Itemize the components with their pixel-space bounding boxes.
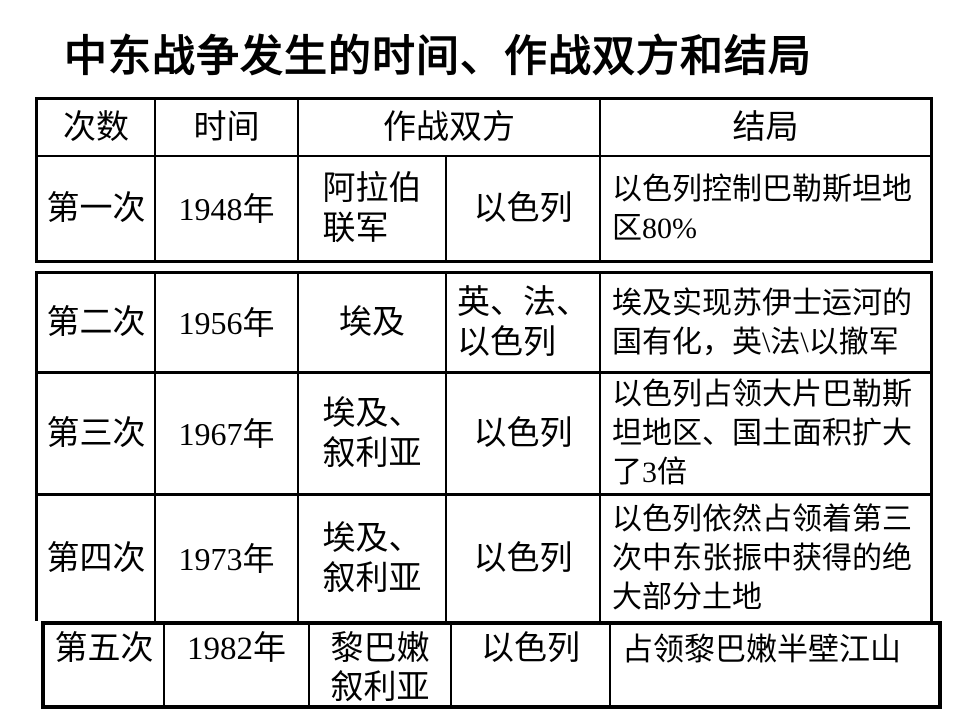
ordinal-text: 第四次 [46, 540, 146, 577]
side-a-text: 阿拉伯 联军 [322, 170, 422, 247]
header-result: 结局 [601, 100, 930, 155]
side-b-text: 英、法、 以色列 [457, 284, 589, 361]
table-row-war-2: 第二次 1956年 埃及 英、法、 以色列 埃及实现苏伊士运河的 国有化，英\法… [38, 274, 930, 374]
table-row-war-5: 第五次 1982年 黎巴嫩 叙利亚 以色列 占领黎巴嫩半壁江山 [45, 625, 938, 705]
cell-ordinal: 第一次 [38, 157, 156, 260]
ordinal-text: 第三次 [46, 415, 146, 452]
table-row-war-3: 第三次 1967年 埃及、 叙利亚 以色列 以色列占领大片巴勒斯 坦地区、国土面… [38, 374, 930, 496]
year-text: 1973年 [178, 540, 275, 577]
ordinal-text: 第一次 [46, 190, 146, 227]
cell-year: 1948年 [156, 157, 299, 260]
table-row-war-1: 第一次 1948年 阿拉伯 联军 以色列 以色列控制巴勒斯坦地 区80% [38, 157, 930, 260]
header-time: 时间 [156, 100, 299, 155]
side-b-text: 以色列 [481, 631, 580, 667]
cell-side-a: 埃及 [299, 274, 447, 371]
header-result-label: 结局 [732, 109, 799, 146]
side-b-text: 以色列 [473, 540, 573, 577]
cell-result: 占领黎巴嫩半壁江山 [611, 625, 938, 705]
result-text: 以色列占领大片巴勒斯 坦地区、国土面积扩大 了3倍 [612, 378, 912, 489]
result-text: 占领黎巴嫩半壁江山 [622, 632, 901, 667]
header-belligerents: 作战双方 [299, 100, 601, 155]
cell-side-a: 黎巴嫩 叙利亚 [310, 625, 452, 705]
war-table-section-top: 次数 时间 作战双方 结局 第一次 1948年 阿拉伯 联军 以色列 [35, 97, 933, 263]
year-text: 1948年 [178, 190, 275, 227]
table-row-war-4: 第四次 1973年 埃及、 叙利亚 以色列 以色列依然占领着第三 次中东张振中获… [38, 496, 930, 621]
header-time-label: 时间 [193, 109, 260, 146]
side-a-text: 黎巴嫩 叙利亚 [330, 631, 430, 705]
header-ordinal-label: 次数 [63, 109, 129, 146]
year-text: 1956年 [178, 304, 275, 341]
cell-side-a: 埃及、 叙利亚 [299, 496, 447, 621]
cell-year: 1973年 [156, 496, 299, 621]
cell-side-b: 以色列 [447, 157, 601, 260]
slide-title: 中东战争发生的时间、作战双方和结局 [64, 34, 812, 81]
cell-result: 以色列控制巴勒斯坦地 区80% [601, 157, 930, 260]
war-table-section-middle: 第二次 1956年 埃及 英、法、 以色列 埃及实现苏伊士运河的 国有化，英\法… [35, 271, 933, 621]
header-row: 次数 时间 作战双方 结局 [38, 100, 930, 157]
cell-ordinal: 第二次 [38, 274, 156, 371]
cell-side-b: 以色列 [447, 374, 601, 493]
war-table-section-bottom: 第五次 1982年 黎巴嫩 叙利亚 以色列 占领黎巴嫩半壁江山 [41, 621, 942, 709]
cell-ordinal: 第五次 [45, 625, 165, 705]
result-text: 埃及实现苏伊士运河的 国有化，英\法\以撤军 [612, 286, 912, 359]
result-text: 以色列依然占领着第三 次中东张振中获得的绝 大部分土地 [612, 503, 912, 614]
cell-year: 1982年 [165, 625, 310, 705]
cell-ordinal: 第四次 [38, 496, 156, 621]
cell-side-b: 以色列 [447, 496, 601, 621]
cell-ordinal: 第三次 [38, 374, 156, 493]
ordinal-text: 第二次 [46, 304, 146, 341]
year-text: 1982年 [187, 631, 286, 667]
side-a-text: 埃及 [339, 304, 405, 341]
side-b-text: 以色列 [473, 190, 573, 227]
cell-side-a: 埃及、 叙利亚 [299, 374, 447, 493]
cell-side-b: 以色列 [452, 625, 611, 705]
header-ordinal: 次数 [38, 100, 156, 155]
cell-side-b: 英、法、 以色列 [447, 274, 601, 371]
ordinal-text: 第五次 [54, 631, 154, 667]
cell-year: 1967年 [156, 374, 299, 493]
header-belligerents-label: 作战双方 [383, 109, 515, 146]
cell-result: 以色列依然占领着第三 次中东张振中获得的绝 大部分土地 [601, 496, 930, 621]
year-text: 1967年 [178, 415, 275, 452]
side-a-text: 埃及、 叙利亚 [322, 520, 422, 597]
cell-side-a: 阿拉伯 联军 [299, 157, 447, 260]
cell-year: 1956年 [156, 274, 299, 371]
side-b-text: 以色列 [473, 415, 573, 452]
side-a-text: 埃及、 叙利亚 [322, 395, 422, 472]
result-text: 以色列控制巴勒斯坦地 区80% [612, 172, 912, 245]
cell-result: 埃及实现苏伊士运河的 国有化，英\法\以撤军 [601, 274, 930, 371]
cell-result: 以色列占领大片巴勒斯 坦地区、国土面积扩大 了3倍 [601, 374, 930, 493]
